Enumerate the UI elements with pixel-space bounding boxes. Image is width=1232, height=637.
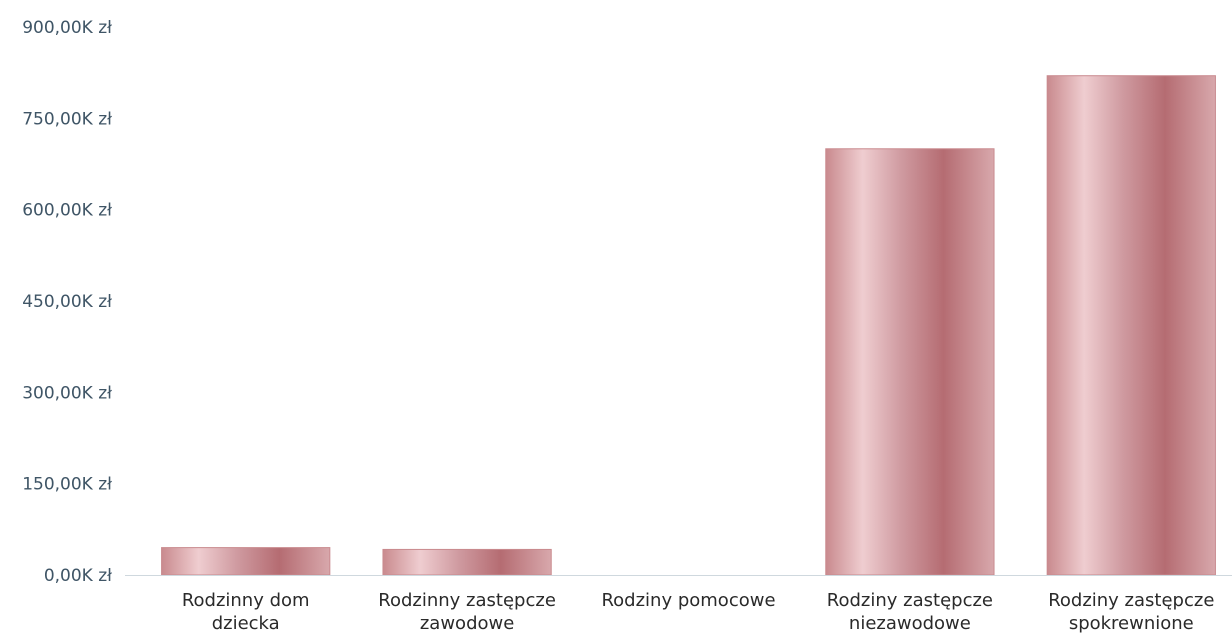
y-tick-label: 750,00K zł xyxy=(22,109,112,129)
bars-group xyxy=(161,75,1216,576)
x-category-label-line: Rodziny zastępcze xyxy=(1048,590,1214,611)
x-category-label-line: Rodziny pomocowe xyxy=(601,590,775,611)
x-category-label-line: Rodzinny dom xyxy=(182,590,310,611)
x-category-label: Rodziny zastępcze spokrewnione xyxy=(1048,590,1214,634)
y-tick-label: 0,00K zł xyxy=(44,566,112,586)
x-category-label: Rodzinny dom dziecka xyxy=(182,590,310,634)
bar xyxy=(161,547,331,576)
bar xyxy=(825,148,995,576)
y-axis: 0,00K zł 150,00K zł 300,00K zł 450,00K zł 60… xyxy=(22,18,112,586)
y-tick-label: 900,00K zł xyxy=(22,18,112,38)
x-category-label-line: spokrewnione xyxy=(1069,613,1194,634)
x-category-label-line: dziecka xyxy=(212,613,280,634)
x-category-label-line: Rodzinny zastępcze xyxy=(378,590,556,611)
x-category-label: Rodzinny zastępcze zawodowe xyxy=(378,590,556,634)
x-category-label: Rodziny pomocowe xyxy=(601,590,775,611)
bar xyxy=(382,548,552,576)
y-tick-label: 150,00K zł xyxy=(22,475,112,495)
bar xyxy=(1046,75,1216,576)
x-category-label-line: Rodziny zastępcze xyxy=(827,590,993,611)
x-category-label-line: niezawodowe xyxy=(849,613,971,634)
x-category-label: Rodziny zastępcze niezawodowe xyxy=(827,590,993,634)
x-axis-labels: Rodzinny dom dziecka Rodzinny zastępcze zaw… xyxy=(182,590,1215,634)
x-category-label-line: zawodowe xyxy=(420,613,514,634)
y-tick-label: 600,00K zł xyxy=(22,201,112,221)
y-tick-label: 450,00K zł xyxy=(22,292,112,312)
y-tick-label: 300,00K zł xyxy=(22,383,112,403)
